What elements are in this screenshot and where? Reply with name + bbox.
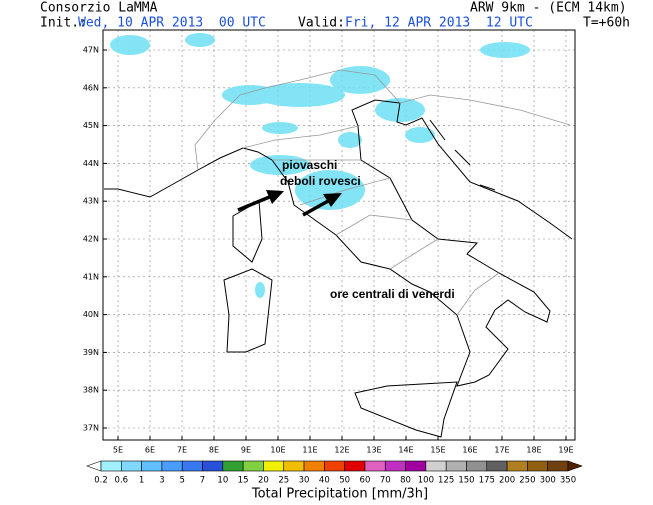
colorbar-box [506, 460, 528, 472]
colorbar-box [527, 460, 548, 472]
annotation: deboli rovesci [280, 174, 361, 188]
colorbar-box [121, 460, 142, 472]
lon-label: 18E [526, 446, 541, 455]
colorbar-label: 100 [418, 476, 434, 486]
colorbar-box [222, 460, 244, 472]
colorbar-box [161, 460, 183, 472]
colorbar-box [445, 460, 467, 472]
colorbar-label: 80 [400, 476, 411, 486]
colorbar-label: 0.2 [94, 476, 108, 486]
colorbar-box [100, 460, 122, 472]
borders [194, 69, 571, 316]
annotation: ore centrali di venerdi [330, 287, 455, 301]
lon-label: 5E [113, 446, 123, 455]
colorbar-label: 40 [319, 476, 330, 486]
lon-label: 12E [334, 446, 349, 455]
colorbar-label: 70 [380, 476, 391, 486]
colorbar: 0.2 0.6 1 3 5 7 10 15 20 25 30 40 50 60 70 80 100 125 150 1… [86, 460, 583, 486]
lon-label: 17E [494, 446, 509, 455]
colorbar-label: 125 [438, 476, 454, 486]
arrows [237, 190, 342, 217]
lat-label: 41N [83, 272, 99, 281]
lon-label: 10E [270, 446, 285, 455]
lon-label: 13E [366, 446, 381, 455]
colorbar-title: Total Precipitation [mm/3h] [251, 487, 428, 502]
lon-label: 15E [430, 446, 445, 455]
colorbar-box [303, 460, 325, 472]
colorbar-label: 150 [458, 476, 474, 486]
colorbar-label: 0.6 [115, 476, 129, 486]
colorbar-label: 15 [238, 476, 249, 486]
colorbar-box [242, 460, 264, 472]
lon-label: 6E [145, 446, 155, 455]
colorbar-label: 20 [258, 476, 269, 486]
lat-label: 45N [83, 121, 99, 130]
valid-label: Valid: [298, 16, 345, 31]
colorbar-box [141, 460, 163, 472]
model: ARW 9km - (ECM 14km) [470, 1, 627, 16]
colorbar-box [405, 460, 427, 472]
map-area: piovaschi deboli rovesci ore centrali di… [102, 29, 576, 441]
colorbar-box [283, 460, 305, 472]
colorbar-label: 10 [217, 476, 228, 486]
graticule [103, 30, 575, 440]
colorbar-label: 175 [479, 476, 495, 486]
lat-label: 37N [83, 424, 99, 433]
colorbar-box [425, 460, 447, 472]
colorbar-label: 300 [540, 476, 556, 486]
colorbar-label: 5 [180, 476, 185, 486]
lon-label: 19E [558, 446, 573, 455]
colorbar-label: 30 [299, 476, 310, 486]
colorbar-label: 250 [519, 476, 535, 486]
colorbar-label: 3 [159, 476, 164, 486]
lat-label: 44N [83, 159, 99, 168]
lat-label: 42N [83, 235, 99, 244]
colorbar-min [86, 460, 102, 472]
lat-label: 43N [83, 197, 99, 206]
colorbar-box [344, 460, 366, 472]
colorbar-label: 60 [360, 476, 371, 486]
colorbar-box [466, 460, 488, 472]
lon-label: 7E [177, 446, 187, 455]
lat-label: 46N [83, 83, 99, 92]
lat-label: 38N [83, 386, 99, 395]
colorbar-label: 350 [560, 476, 576, 486]
lon-label: 11E [302, 446, 317, 455]
lon-label: 16E [462, 446, 477, 455]
lon-label: 8E [209, 446, 219, 455]
init-label: Init.: [40, 16, 87, 31]
colorbar-label: 200 [499, 476, 515, 486]
init-time: Wed, 10 APR 2013 00 UTC [78, 16, 266, 31]
lat-label: 47N [83, 46, 99, 55]
map-border [102, 29, 576, 441]
colorbar-box [486, 460, 508, 472]
lon-label: 9E [241, 446, 251, 455]
colorbar-label: 25 [278, 476, 289, 486]
colorbar-max [567, 460, 583, 472]
valid-time: Fri, 12 APR 2013 12 UTC [345, 16, 533, 31]
annotation: piovaschi [282, 158, 337, 172]
colorbar-box [364, 460, 386, 472]
colorbar-box [202, 460, 224, 472]
lead-time: T=+60h [583, 16, 630, 31]
colorbar-box [263, 460, 285, 472]
colorbar-box [547, 460, 569, 472]
lat-label: 39N [83, 348, 99, 357]
colorbar-label: 7 [200, 476, 205, 486]
colorbar-box [181, 460, 203, 472]
lat-label: 40N [83, 310, 99, 319]
colorbar-label: 50 [339, 476, 350, 486]
colorbar-box [384, 460, 406, 472]
lon-label: 14E [398, 446, 413, 455]
colorbar-box [324, 460, 345, 472]
colorbar-label: 1 [139, 476, 144, 486]
agency: Consorzio LaMMA [40, 1, 158, 16]
